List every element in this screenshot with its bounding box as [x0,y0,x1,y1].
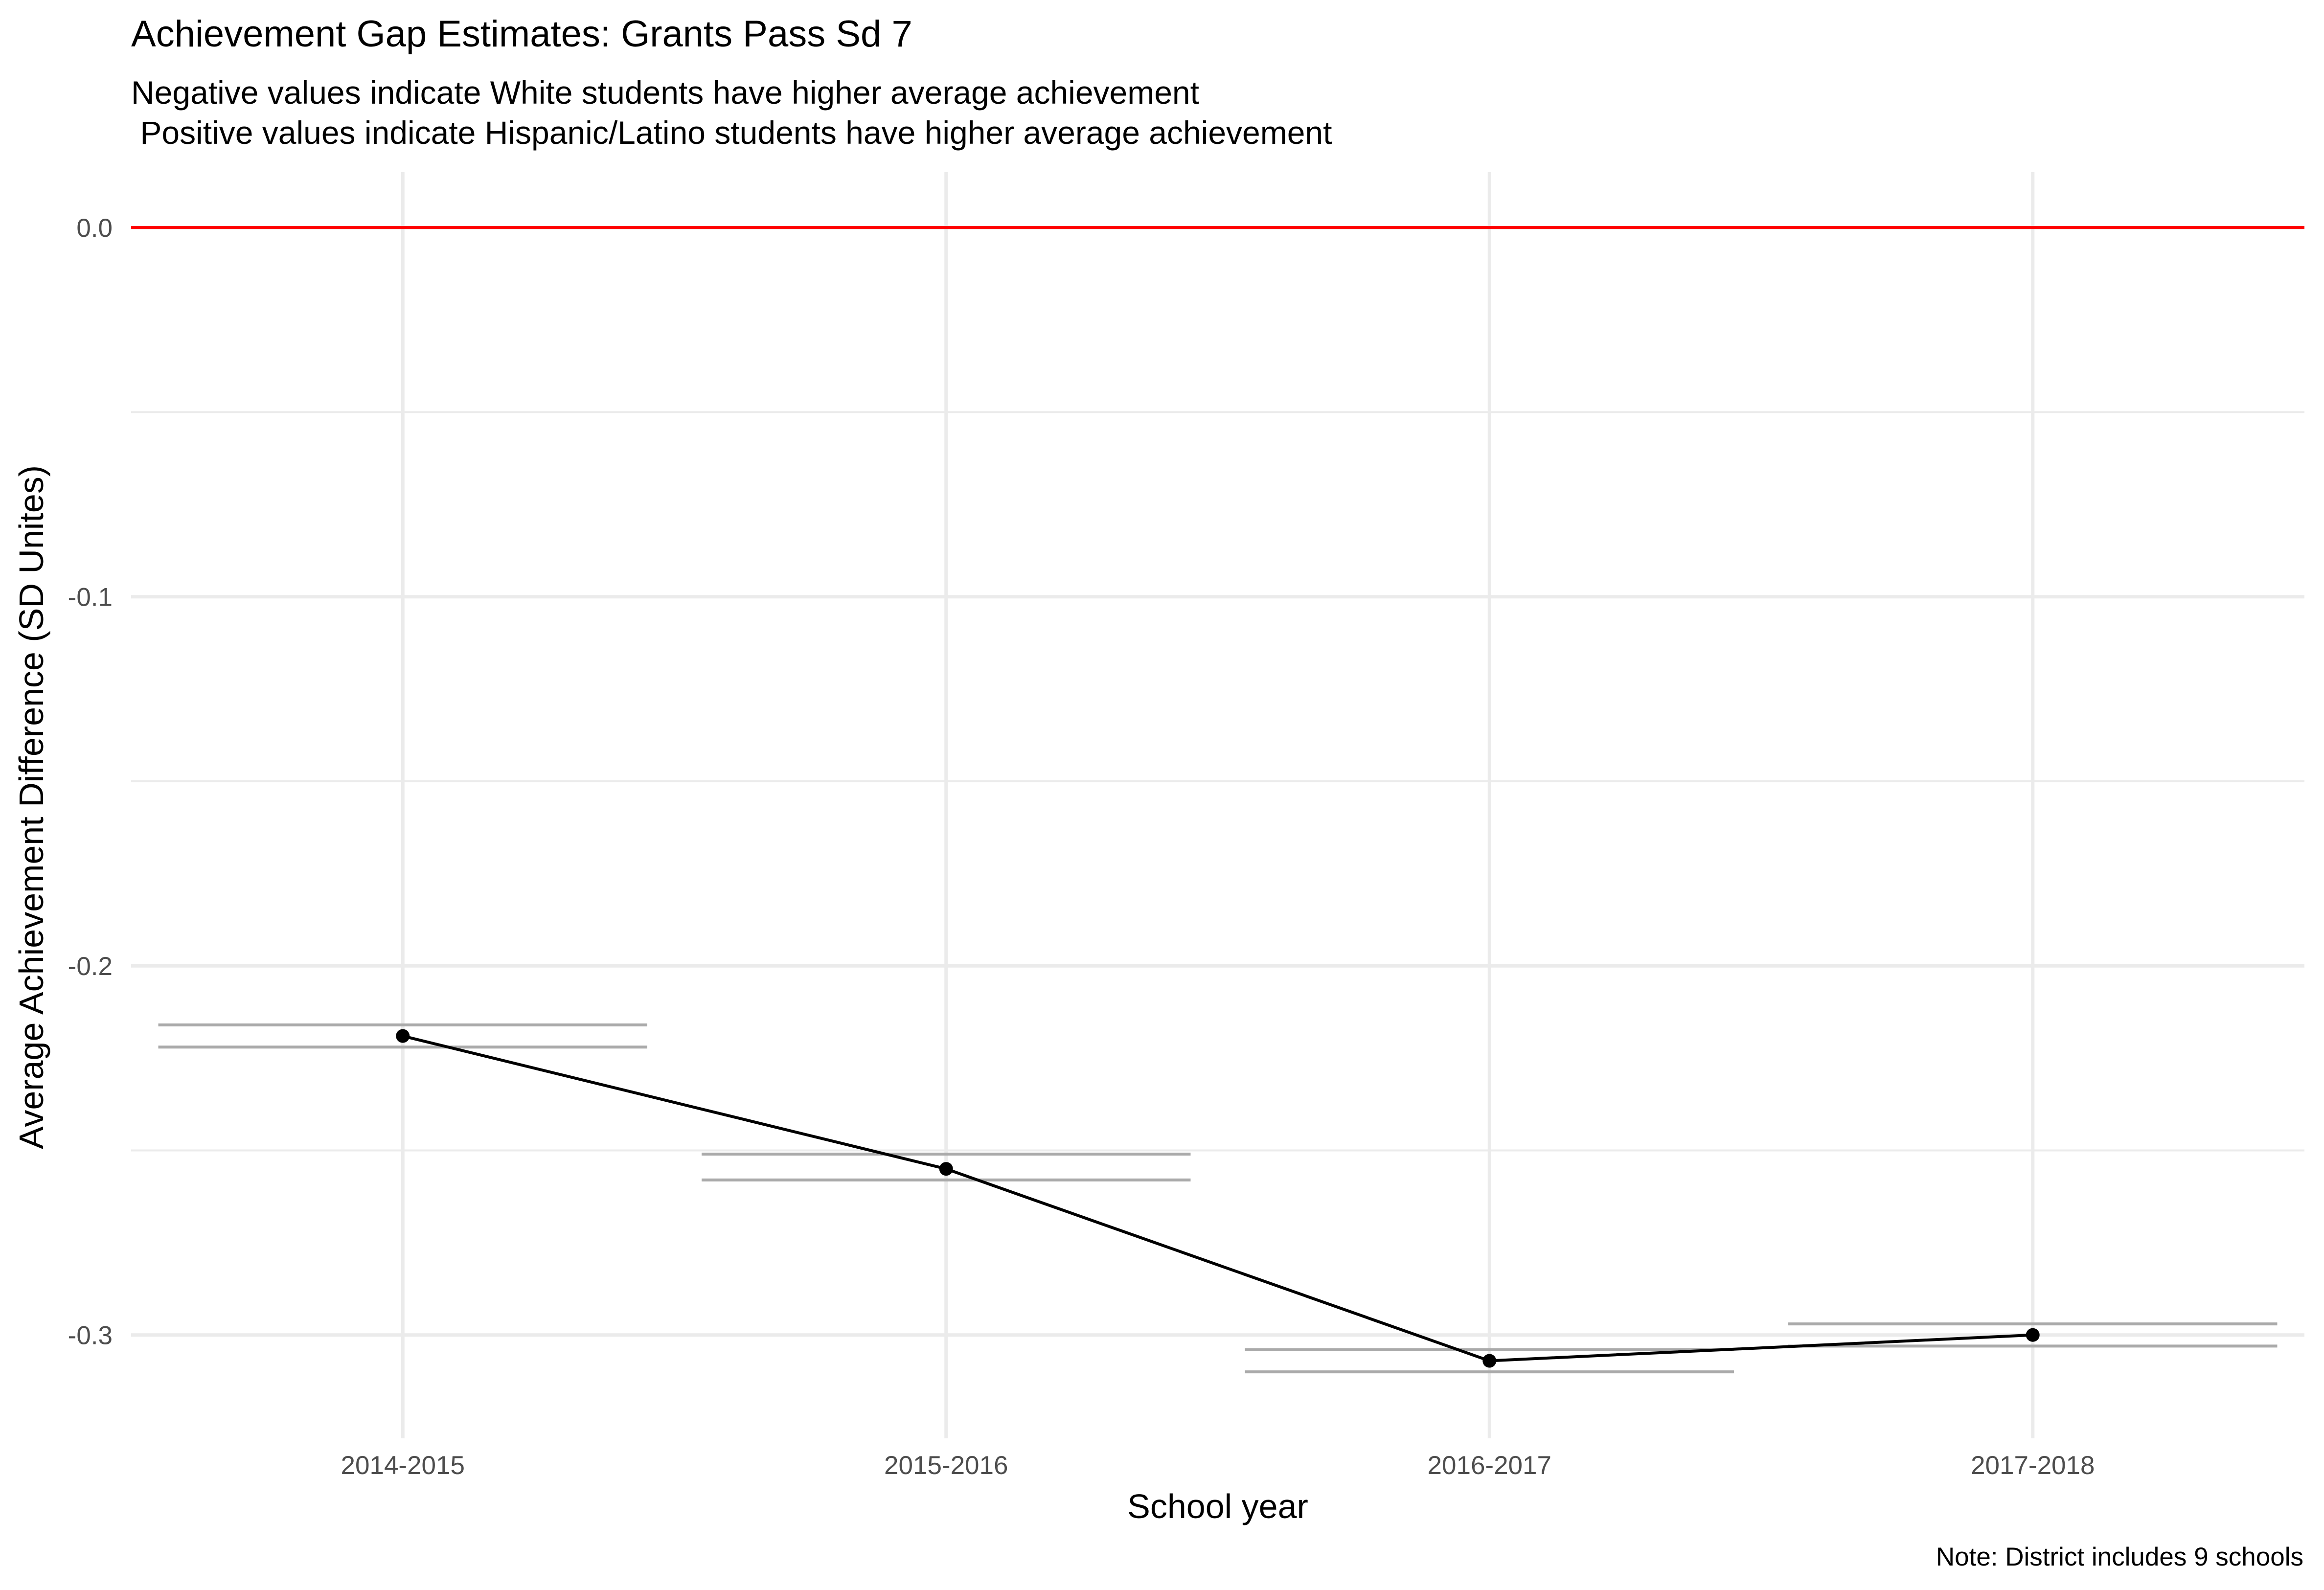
chart-caption: Note: District includes 9 schools [1936,1543,2303,1571]
tick-layer: 0.0 -0.1 -0.2 -0.3 2014-2015 2015-2016 2016-20… [68,214,2095,1480]
chart-subtitle-line-2: Positive values indicate Hispanic/Latino… [131,114,1332,151]
y-tick-label: -0.3 [68,1321,113,1350]
data-point [396,1029,410,1043]
y-tick-label: 0.0 [76,214,113,243]
data-point [1482,1354,1497,1368]
y-tick-label: -0.2 [68,952,113,981]
y-tick-label: -0.1 [68,583,113,612]
x-tick-label: 2017-2018 [1971,1451,2095,1480]
data-point [939,1162,953,1176]
chart-subtitle-line-1: Negative values indicate White students … [131,74,1199,111]
x-tick-label: 2016-2017 [1428,1451,1551,1480]
interval-layer [158,1023,2278,1374]
series-line [402,1034,2033,1363]
chart-title: Achievement Gap Estimates: Grants Pass S… [131,13,912,55]
x-tick-label: 2015-2016 [884,1451,1008,1480]
y-axis-title: Average Achievement Difference (SD Unite… [12,465,50,1149]
series-layer [396,1029,2040,1368]
x-tick-label: 2014-2015 [341,1451,465,1480]
data-point [2026,1328,2040,1342]
x-axis-title: School year [1127,1487,1308,1525]
